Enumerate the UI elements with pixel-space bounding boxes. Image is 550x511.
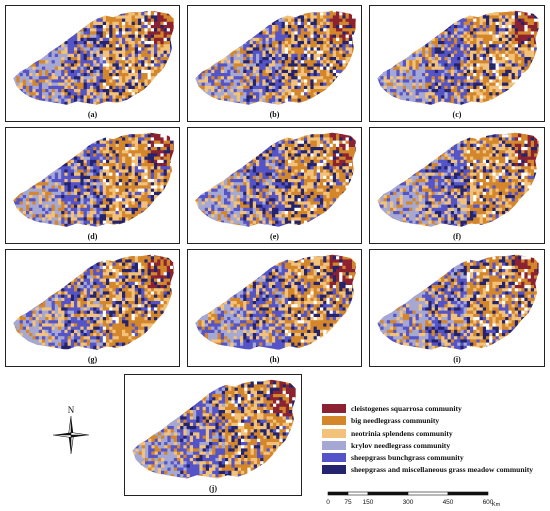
map-panel: (b) (187, 5, 362, 122)
panel-label: (f) (453, 232, 461, 241)
vegetation-map (13, 254, 174, 350)
map-panel: (a) (5, 5, 180, 122)
scale-bar-segment (347, 491, 369, 496)
legend-swatch (322, 404, 346, 413)
panel-label: (b) (269, 110, 280, 119)
map-panel: (c) (369, 5, 545, 122)
legend-item: krylov needlegrass community (322, 440, 550, 452)
legend-item: sheepgrass bunchgrass community (322, 452, 550, 464)
vegetation-map (377, 10, 539, 105)
legend-item: big needlegrass community (322, 415, 550, 427)
legend-label: big needlegrass community (351, 416, 440, 426)
map-panel: (f) (369, 127, 545, 244)
panel-label: (c) (452, 110, 462, 119)
scale-bar-tick-label: 150 (363, 499, 374, 506)
legend-label: neotrinia splendens community (351, 428, 453, 438)
vegetation-map (13, 10, 174, 105)
vegetation-map (377, 254, 539, 350)
legend-swatch (322, 416, 346, 426)
scale-bar-tick-label: 300 (403, 499, 414, 506)
vegetation-map (377, 132, 539, 227)
north-arrow-icon: N (52, 405, 90, 455)
map-panel: (i) (369, 249, 545, 367)
map-panel: (d) (5, 127, 180, 244)
legend-item: sheepgrass and miscellaneous grass meado… (322, 464, 550, 476)
vegetation-map (195, 254, 356, 350)
legend-label: cleistogenes squarrosa community (351, 404, 462, 413)
vegetation-map (195, 10, 356, 105)
legend-item: cleistogenes squarrosa community (322, 403, 550, 415)
panel-label: (j) (209, 484, 217, 493)
panel-label: (a) (87, 110, 98, 119)
legend-label: sheepgrass and miscellaneous grass meado… (351, 465, 534, 475)
panel-label: (g) (87, 355, 98, 364)
scale-bar-tick-label: 450 (443, 499, 454, 506)
legend-swatch (322, 453, 346, 463)
legend-label: krylov needlegrass community (351, 440, 451, 450)
map-panel: (h) (187, 249, 362, 367)
vegetation-map (132, 379, 296, 479)
map-panel: (e) (187, 127, 362, 244)
scale-bar-segment (407, 491, 449, 496)
scale-bar-unit: Km (492, 502, 501, 508)
legend-label: sheepgrass bunchgrass community (351, 453, 464, 463)
scale-bar-segment (327, 491, 349, 496)
north-label: N (68, 405, 75, 415)
scale-bar-segment (447, 491, 489, 496)
panel-label: (e) (270, 232, 279, 241)
scale-bar-segment (367, 491, 409, 496)
legend-swatch (322, 465, 346, 475)
legend-item: neotrinia splendens community (322, 428, 550, 440)
scale-bar-tick-label: 600 (483, 499, 494, 506)
map-panel: (j) (124, 374, 302, 496)
legend-swatch (322, 428, 346, 438)
legend: cleistogenes squarrosa community big need… (322, 403, 550, 477)
scale-bar-tick-label: 75 (344, 499, 352, 506)
map-panel: (g) (5, 249, 180, 367)
legend-swatch (322, 440, 346, 450)
vegetation-map (195, 132, 356, 227)
panel-label: (h) (269, 355, 280, 364)
scale-bar-tick-label: 0 (326, 499, 330, 506)
panel-label: (i) (453, 355, 461, 364)
vegetation-map (13, 132, 174, 227)
panel-label: (d) (87, 232, 98, 241)
